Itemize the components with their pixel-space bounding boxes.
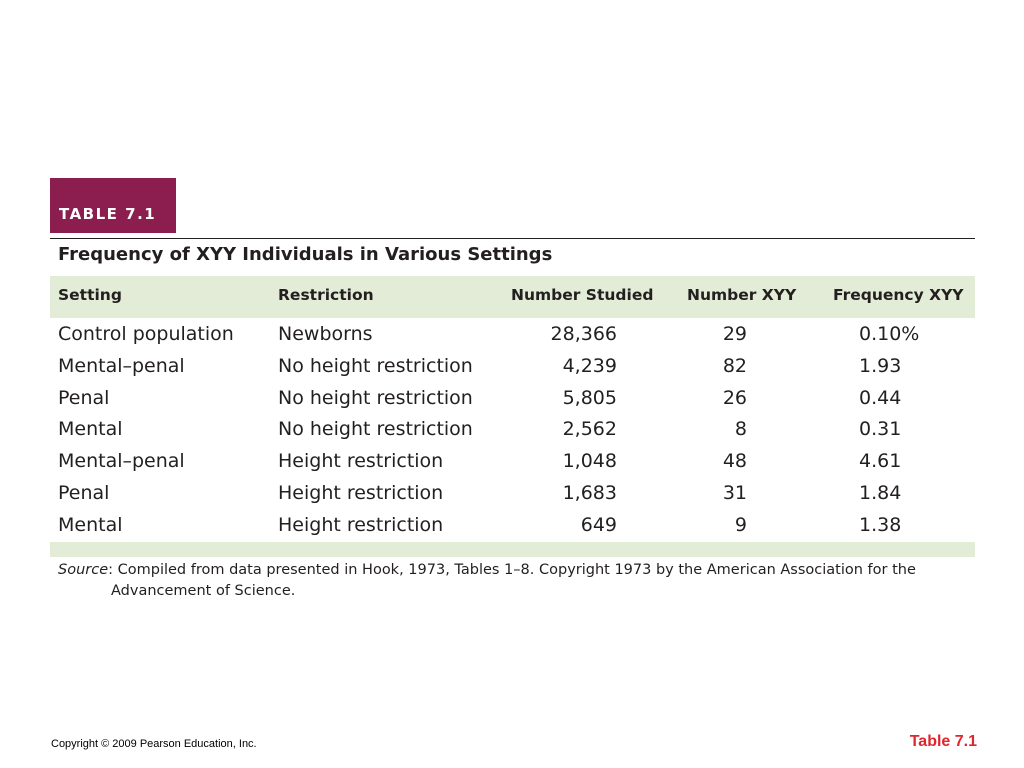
cell-setting: Mental–penal [58,450,185,473]
cell-frequency-xyy: 0.44 [859,386,902,409]
table-row: Control population Newborns 28,366 29 0.… [0,320,1024,352]
cell-number-xyy: 31 [722,481,747,504]
cell-restriction: Height restriction [278,481,444,504]
table-row: Mental No height restriction 2,562 8 0.3… [0,415,1024,447]
cell-number-studied: 1,683 [562,481,617,504]
cell-frequency-xyy: 1.84 [859,481,902,504]
cell-setting: Penal [58,386,110,409]
table-row: Penal No height restriction 5,805 26 0.4… [0,384,1024,416]
table-footer-band [50,542,975,557]
cell-setting: Mental [58,418,123,441]
cell-setting: Mental–penal [58,354,185,377]
table-header-band [50,276,975,318]
cell-setting: Mental [58,513,123,536]
cell-frequency-xyy: 1.93 [859,354,902,377]
title-rule [50,238,975,239]
cell-frequency-xyy: 0.10% [859,323,920,345]
cell-number-xyy: 26 [722,386,747,409]
cell-number-xyy: 48 [722,450,747,473]
cell-restriction: No height restriction [278,354,473,377]
cell-frequency-xyy: 4.61 [859,450,902,473]
table-row: Penal Height restriction 1,683 31 1.84 [0,479,1024,511]
column-header-number-xyy: Number XYY [687,286,797,304]
cell-number-xyy: 29 [722,323,747,345]
cell-restriction: No height restriction [278,386,473,409]
cell-restriction: Height restriction [278,450,444,473]
cell-number-studied: 1,048 [562,450,617,473]
cell-number-studied: 4,239 [562,354,617,377]
cell-setting: Control population [58,323,234,345]
cell-restriction: No height restriction [278,418,473,441]
column-header-restriction: Restriction [278,286,374,304]
cell-number-studied: 2,562 [562,418,617,441]
table-row: Mental–penal No height restriction 4,239… [0,352,1024,384]
source-text-line-2: Advancement of Science. [111,583,296,599]
column-header-setting: Setting [58,286,122,304]
slide-label: Table 7.1 [909,733,977,750]
table-row: Mental–penal Height restriction 1,048 48… [0,447,1024,479]
cell-frequency-xyy: 1.38 [859,513,902,536]
cell-number-studied: 649 [580,513,617,536]
table-title: Frequency of XYY Individuals in Various … [58,244,553,265]
copyright-notice: Copyright © 2009 Pearson Education, Inc. [51,738,257,750]
cell-restriction: Height restriction [278,513,444,536]
column-header-frequency-xyy: Frequency XYY [833,286,964,304]
cell-frequency-xyy: 0.31 [859,418,902,441]
source-text-line-1: : Compiled from data presented in Hook, … [108,562,916,578]
column-header-number-studied: Number Studied [511,286,654,304]
cell-number-studied: 5,805 [562,386,617,409]
table-body: Control population Newborns 28,366 29 0.… [0,320,1024,543]
table-row: Mental Height restriction 649 9 1.38 [0,511,1024,543]
table-number-badge: TABLE 7.1 [50,178,176,233]
cell-number-studied: 28,366 [550,323,617,345]
cell-restriction: Newborns [278,323,373,345]
cell-number-xyy: 8 [734,418,747,441]
cell-setting: Penal [58,481,110,504]
source-label: Source [58,562,109,578]
cell-number-xyy: 82 [722,354,747,377]
cell-number-xyy: 9 [734,513,747,536]
table-source-note: Source: Compiled from data presented in … [58,560,973,602]
